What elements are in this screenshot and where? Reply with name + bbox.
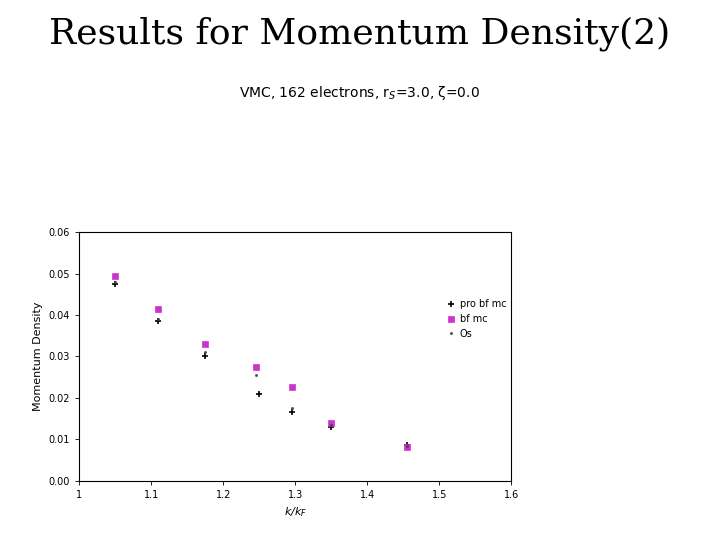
bf mc [111, 272, 120, 279]
pro bf mc [154, 318, 163, 325]
pro bf mc [255, 390, 264, 397]
Text: Results for Momentum Density(2): Results for Momentum Density(2) [50, 16, 670, 51]
bf mc [327, 420, 336, 426]
Line: bf mc: bf mc [112, 273, 410, 449]
pro bf mc [201, 353, 210, 360]
bf mc [402, 443, 411, 450]
Os [287, 405, 296, 411]
pro bf mc [111, 281, 120, 287]
Line: Os: Os [113, 280, 409, 448]
bf mc [201, 341, 210, 347]
Y-axis label: Momentum Density: Momentum Density [33, 302, 43, 411]
X-axis label: k/k$_F$: k/k$_F$ [284, 505, 307, 519]
Text: VMC, 162 electrons, r$_S$=3.0, ζ=0.0: VMC, 162 electrons, r$_S$=3.0, ζ=0.0 [240, 84, 480, 102]
pro bf mc [327, 423, 336, 430]
Os [251, 372, 260, 378]
pro bf mc [287, 409, 296, 416]
bf mc [154, 306, 163, 312]
Line: pro bf mc: pro bf mc [112, 280, 410, 449]
Legend: pro bf mc, bf mc, Os: pro bf mc, bf mc, Os [446, 299, 506, 339]
Os [201, 349, 210, 355]
Os [327, 421, 336, 428]
Os [402, 443, 411, 449]
pro bf mc [402, 442, 411, 449]
bf mc [251, 363, 260, 370]
Os [111, 279, 120, 285]
Os [154, 316, 163, 322]
bf mc [287, 384, 296, 391]
